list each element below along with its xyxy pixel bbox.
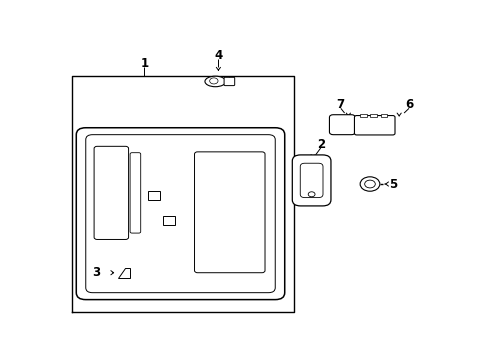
Circle shape [364,180,374,188]
FancyBboxPatch shape [354,116,394,135]
Bar [359,114,366,117]
Polygon shape [118,268,130,278]
FancyBboxPatch shape [76,128,284,300]
Circle shape [209,78,218,84]
FancyBboxPatch shape [94,146,128,239]
Text: 6: 6 [404,98,412,111]
FancyBboxPatch shape [85,135,275,293]
FancyBboxPatch shape [329,115,354,135]
Ellipse shape [204,76,225,87]
Circle shape [359,177,379,191]
Bar [163,216,175,225]
FancyBboxPatch shape [224,77,234,86]
Bar [380,114,386,117]
Circle shape [307,192,314,197]
Text: 7: 7 [336,98,344,111]
Text: 2: 2 [316,138,324,151]
Text: 5: 5 [388,177,397,190]
FancyBboxPatch shape [300,163,323,198]
FancyBboxPatch shape [194,152,264,273]
Text: 3: 3 [92,266,100,279]
FancyBboxPatch shape [130,153,141,233]
Text: 1: 1 [140,58,148,71]
Bar [369,114,376,117]
FancyBboxPatch shape [292,155,330,206]
Bar [147,191,160,200]
Text: 4: 4 [214,49,222,62]
